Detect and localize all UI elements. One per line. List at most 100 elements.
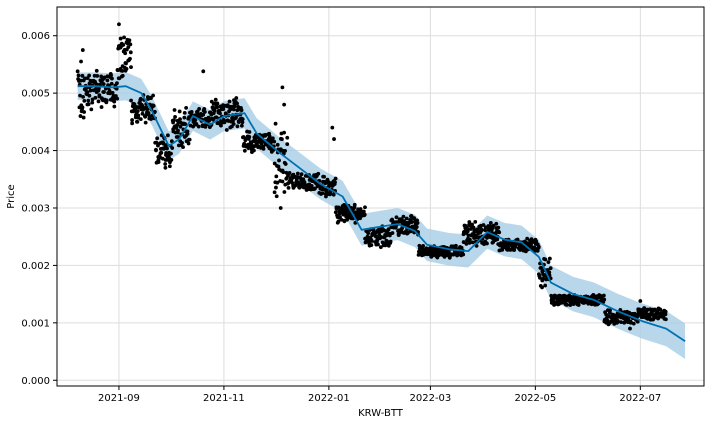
- observed-point: [221, 107, 226, 111]
- observed-point: [512, 248, 517, 252]
- observed-point: [169, 151, 173, 156]
- y-tick-label: 0.005: [21, 89, 50, 100]
- observed-point: [252, 148, 256, 153]
- observed-point: [538, 275, 542, 280]
- observed-point: [378, 245, 383, 250]
- observed-point: [80, 73, 85, 78]
- observed-point: [166, 133, 170, 138]
- observed-point: [234, 96, 239, 100]
- observed-point: [87, 93, 92, 98]
- observed-point: [309, 184, 314, 188]
- observed-point: [388, 239, 393, 244]
- observed-point: [117, 22, 121, 27]
- observed-point: [369, 243, 374, 247]
- observed-point: [404, 216, 409, 221]
- observed-point: [406, 230, 410, 235]
- observed-point: [273, 121, 278, 126]
- observed-point: [105, 78, 110, 83]
- observed-point: [466, 233, 471, 238]
- observed-point: [277, 158, 281, 163]
- observed-point: [287, 170, 292, 175]
- observed-point: [461, 252, 466, 257]
- observed-point: [627, 310, 632, 315]
- observed-point: [479, 227, 484, 232]
- observed-point: [461, 240, 466, 244]
- observed-point: [282, 130, 286, 135]
- observed-point: [473, 219, 478, 224]
- observed-point: [178, 117, 182, 122]
- observed-point: [184, 105, 189, 110]
- observed-point: [129, 65, 133, 70]
- observed-point: [112, 104, 117, 109]
- observed-point: [151, 104, 156, 108]
- observed-point: [547, 256, 552, 261]
- observed-point: [565, 302, 569, 307]
- observed-point: [182, 110, 187, 115]
- observed-point: [172, 108, 177, 112]
- x-tick-label: 2021-09: [98, 393, 140, 404]
- observed-point: [115, 96, 120, 101]
- observed-point: [99, 105, 104, 109]
- observed-point: [219, 123, 223, 128]
- observed-point: [101, 82, 106, 86]
- observed-point: [616, 319, 620, 324]
- observed-point: [96, 99, 101, 104]
- observed-point: [224, 128, 229, 132]
- observed-point: [124, 66, 129, 71]
- x-axis-label: KRW-BTT: [358, 408, 404, 419]
- observed-point: [333, 176, 338, 181]
- observed-point: [94, 68, 99, 73]
- observed-point: [313, 186, 317, 191]
- observed-point: [494, 221, 499, 226]
- observed-point: [421, 243, 426, 248]
- observed-point: [120, 69, 125, 73]
- observed-point: [373, 234, 378, 239]
- observed-point: [215, 101, 220, 106]
- observed-point: [276, 164, 281, 169]
- observed-point: [135, 109, 140, 114]
- observed-point: [222, 119, 227, 124]
- observed-point: [145, 107, 150, 112]
- observed-point: [127, 38, 132, 43]
- observed-point: [151, 93, 155, 98]
- observed-point: [109, 81, 114, 86]
- observed-point: [215, 105, 219, 110]
- observed-point: [212, 108, 217, 113]
- observed-point: [298, 175, 303, 180]
- observed-point: [235, 124, 240, 129]
- observed-point: [95, 74, 100, 78]
- observed-point: [78, 78, 83, 83]
- observed-point: [196, 124, 201, 129]
- observed-point: [207, 118, 212, 123]
- observed-point: [163, 162, 168, 166]
- observed-point: [369, 239, 374, 243]
- observed-point: [497, 230, 502, 235]
- observed-point: [488, 221, 493, 225]
- y-axis-label: Price: [6, 184, 17, 208]
- y-tick-label: 0.001: [21, 318, 50, 329]
- observed-point: [496, 225, 501, 230]
- observed-point: [102, 75, 107, 80]
- observed-point: [274, 185, 278, 190]
- observed-point: [613, 314, 618, 319]
- observed-point: [386, 227, 391, 232]
- observed-point: [653, 307, 657, 312]
- observed-point: [299, 172, 304, 177]
- observed-point: [191, 124, 196, 129]
- observed-point: [118, 36, 123, 41]
- observed-point: [330, 125, 335, 130]
- observed-point: [82, 110, 87, 114]
- observed-point: [80, 105, 85, 110]
- observed-point: [280, 179, 285, 184]
- observed-point: [75, 69, 80, 74]
- observed-point: [601, 293, 606, 298]
- observed-point: [154, 140, 159, 145]
- observed-point: [231, 107, 236, 112]
- observed-point: [149, 117, 154, 121]
- observed-point: [635, 319, 640, 324]
- observed-point: [272, 190, 277, 195]
- observed-point: [536, 244, 541, 249]
- observed-point: [203, 124, 208, 129]
- observed-point: [394, 215, 399, 220]
- observed-point: [81, 95, 85, 99]
